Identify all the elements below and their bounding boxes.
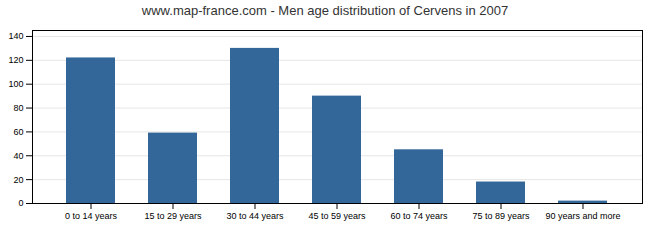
- svg-text:100: 100: [8, 79, 23, 89]
- svg-text:60: 60: [13, 127, 23, 137]
- svg-text:40: 40: [13, 151, 23, 161]
- svg-text:45 to 59 years: 45 to 59 years: [308, 211, 366, 221]
- svg-text:0 to 14 years: 0 to 14 years: [65, 211, 118, 221]
- svg-text:80: 80: [13, 103, 23, 113]
- svg-text:90 years and more: 90 years and more: [545, 211, 620, 221]
- svg-text:75 to 89 years: 75 to 89 years: [472, 211, 530, 221]
- svg-text:0: 0: [18, 198, 23, 208]
- svg-text:30 to 44 years: 30 to 44 years: [226, 211, 284, 221]
- html-text:www.map-france.com - Men age d: www.map-france.com - Men age distributio…: [141, 3, 509, 18]
- svg-text:60 to 74 years: 60 to 74 years: [390, 211, 448, 221]
- svg-text:15 to 29 years: 15 to 29 years: [144, 211, 202, 221]
- svg-text:120: 120: [8, 55, 23, 65]
- svg-text:140: 140: [8, 31, 23, 41]
- svg-text:20: 20: [13, 175, 23, 185]
